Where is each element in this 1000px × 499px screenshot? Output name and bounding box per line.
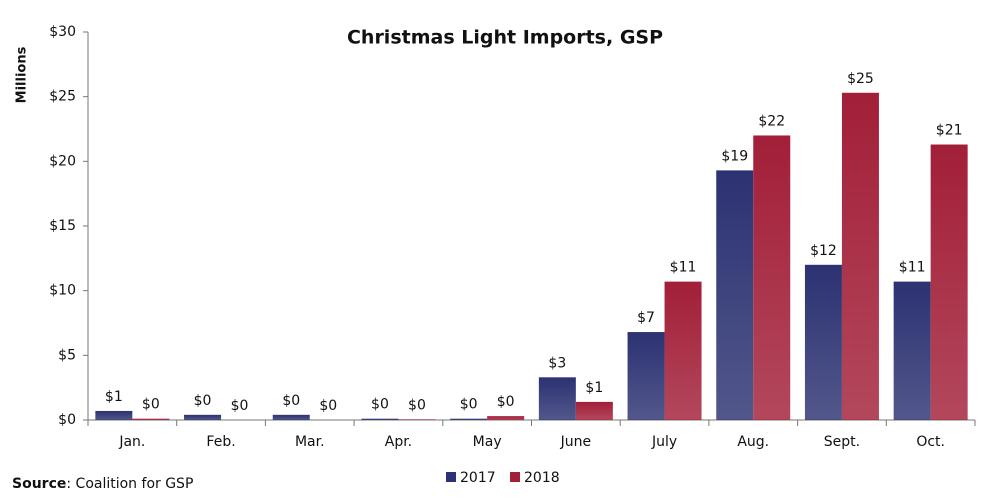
y-tick-label: $30 xyxy=(49,24,76,40)
source: Source: Coalition for GSP xyxy=(12,476,193,492)
bar xyxy=(575,401,613,420)
value-label: $3 xyxy=(548,355,566,371)
bar xyxy=(664,281,702,420)
bar xyxy=(716,170,754,420)
bar xyxy=(272,414,310,420)
x-tick-label: June xyxy=(560,434,592,450)
x-tick-label: Jan. xyxy=(118,434,145,450)
legend-label: 2018 xyxy=(524,470,560,486)
x-tick-label: May xyxy=(473,434,502,450)
bar xyxy=(753,135,791,420)
y-tick-label: $25 xyxy=(49,89,76,105)
bar xyxy=(538,377,576,420)
value-label: $19 xyxy=(721,148,748,164)
legend-label: 2017 xyxy=(460,470,496,486)
bar xyxy=(893,281,931,420)
bar xyxy=(95,410,133,420)
x-tick-label: Apr. xyxy=(385,434,412,450)
bar xyxy=(841,92,879,420)
value-label: $0 xyxy=(142,397,160,413)
value-label: $0 xyxy=(194,393,212,409)
x-tick-label: Feb. xyxy=(206,434,235,450)
bar xyxy=(132,418,170,420)
value-label: $0 xyxy=(408,397,426,413)
legend-swatch xyxy=(446,472,456,482)
value-label: $1 xyxy=(105,389,123,405)
x-tick-label: Mar. xyxy=(295,434,325,450)
value-label: $0 xyxy=(319,398,337,414)
y-tick-label: $0 xyxy=(58,412,76,428)
y-tick-label: $15 xyxy=(49,218,76,234)
x-tick-label: Sept. xyxy=(824,434,860,450)
value-label: $11 xyxy=(899,260,926,276)
bar xyxy=(627,332,665,420)
value-label: $0 xyxy=(231,398,249,414)
y-tick-label: $5 xyxy=(58,347,76,363)
x-tick-label: Oct. xyxy=(916,434,945,450)
value-label: $12 xyxy=(810,243,837,259)
bar xyxy=(398,419,436,420)
bar xyxy=(487,416,525,420)
bar xyxy=(184,414,222,420)
bar xyxy=(361,418,399,420)
value-label: $21 xyxy=(936,123,963,139)
source-label: Source xyxy=(12,476,66,492)
bar xyxy=(804,264,842,420)
x-tick-label: Aug. xyxy=(737,434,769,450)
y-axis-label: Millions xyxy=(15,46,30,103)
value-label: $1 xyxy=(585,380,603,396)
legend-swatch xyxy=(510,472,520,482)
value-label: $11 xyxy=(670,260,697,276)
value-label: $0 xyxy=(460,397,478,413)
source-text: : Coalition for GSP xyxy=(66,476,193,492)
chart-title: Christmas Light Imports, GSP xyxy=(347,27,663,49)
value-label: $0 xyxy=(282,393,300,409)
bar xyxy=(930,144,968,420)
value-label: $0 xyxy=(497,394,515,410)
value-label: $25 xyxy=(847,71,874,87)
y-tick-label: $20 xyxy=(49,153,76,169)
bar xyxy=(450,418,488,420)
value-label: $0 xyxy=(371,397,389,413)
x-tick-label: July xyxy=(651,434,677,450)
value-label: $22 xyxy=(758,113,785,129)
y-tick-label: $10 xyxy=(49,283,76,299)
value-label: $7 xyxy=(637,310,655,326)
